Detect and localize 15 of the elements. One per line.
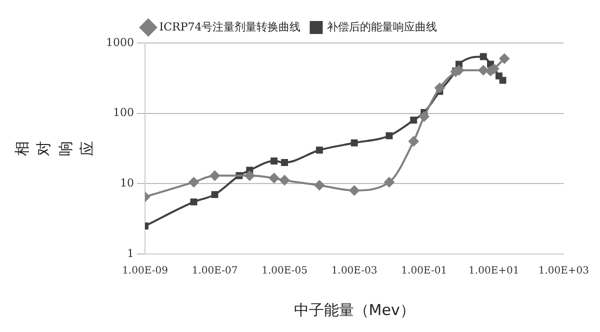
legend-label: ICRP74号注量剂量转换曲线 [159,20,301,34]
y-axis-title: 相对响应 [12,141,96,156]
y-tick-label: 1 [126,246,134,260]
x-tick-label: 1.00E-07 [192,266,238,277]
x-axis-title: 中子能量（Mev） [294,300,415,319]
y-tick-label: 10 [120,176,134,190]
legend-label: 补偿后的能量响应曲线 [327,20,438,34]
x-tick-label: 1.00E-09 [122,266,168,277]
y-tick-label: 100 [112,106,134,120]
x-tick-label: 1.00E-03 [331,266,378,277]
x-tick-label: 1.00E-01 [401,266,448,277]
x-tick-label: 1.00E-05 [262,266,308,277]
x-tick-label: 1.00E+03 [538,266,589,277]
x-tick-label: 1.00E+01 [468,266,520,277]
y-tick-label: 1000 [106,36,134,49]
